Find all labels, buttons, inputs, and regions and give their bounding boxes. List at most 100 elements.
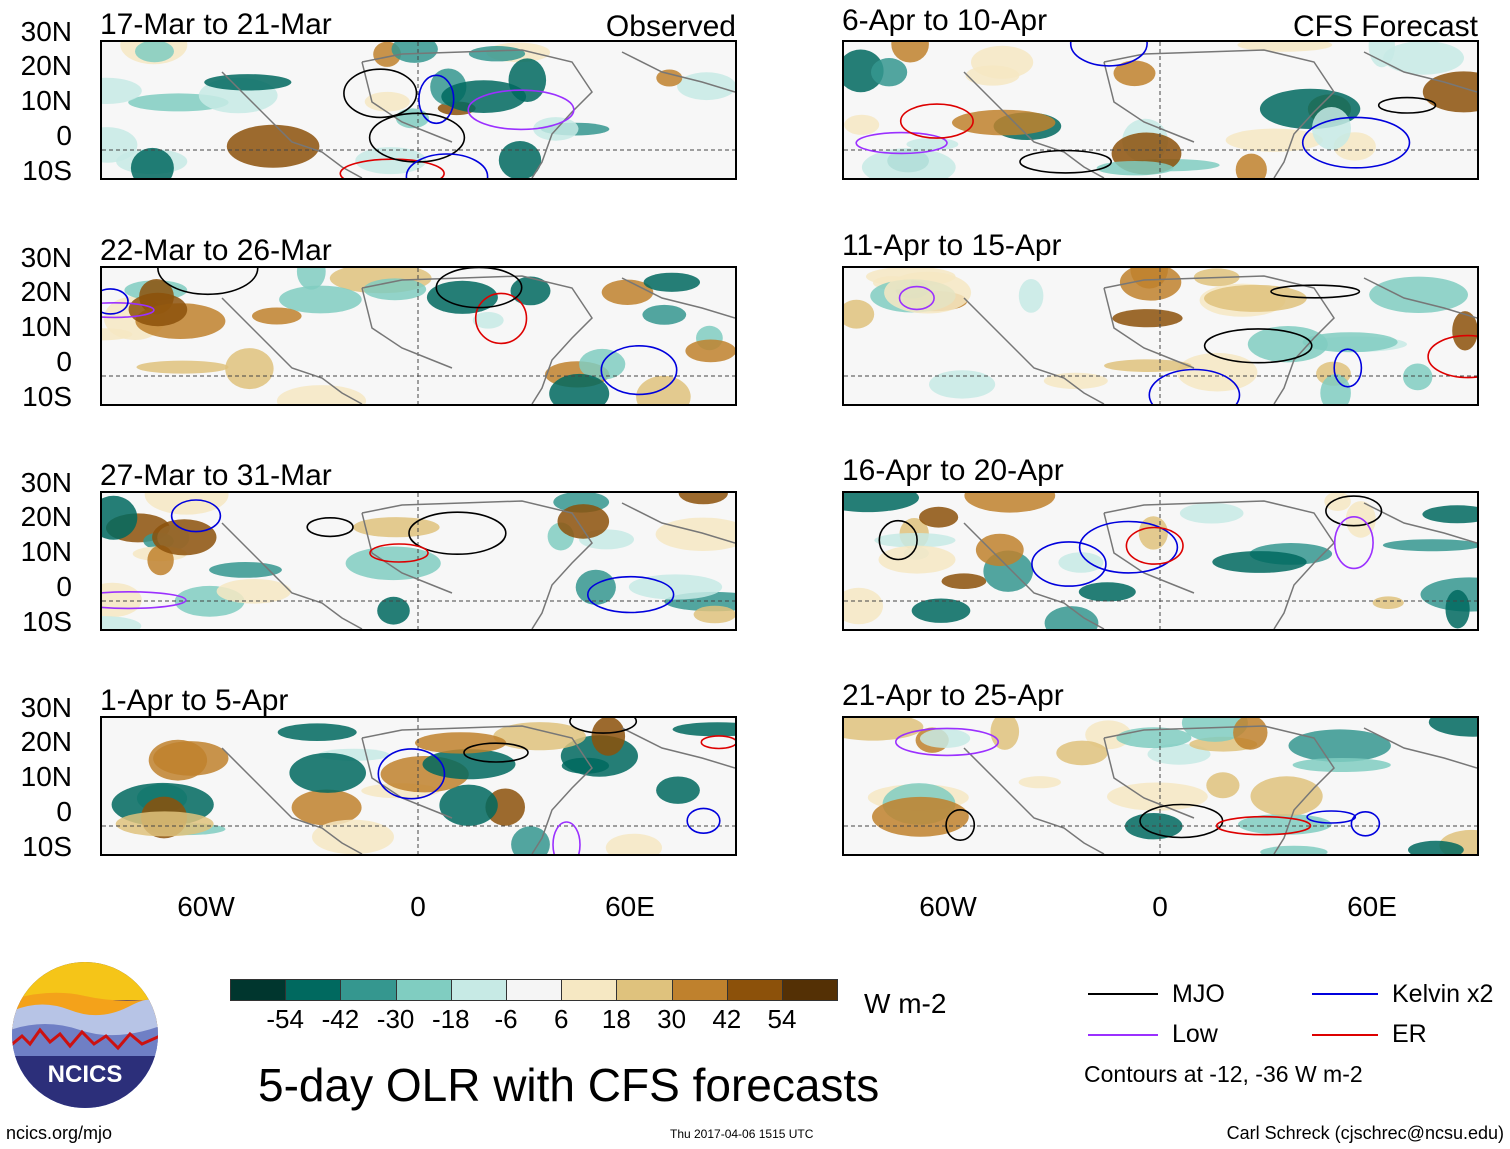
olr-map xyxy=(100,266,737,406)
olr-anomaly-blob xyxy=(277,723,357,741)
olr-anomaly-blob xyxy=(871,58,908,87)
olr-map xyxy=(842,266,1479,406)
olr-anomaly-blob xyxy=(1056,740,1108,766)
olr-anomaly-blob xyxy=(975,533,1024,567)
olr-map xyxy=(100,40,737,180)
olr-anomaly-blob xyxy=(964,493,1056,513)
olr-anomaly-blob xyxy=(844,299,875,329)
olr-anomaly-blob xyxy=(1452,311,1477,351)
olr-anomaly-blob xyxy=(1369,276,1468,313)
olr-anomaly-blob xyxy=(1078,582,1136,602)
panel-title: 27-Mar to 31-Mar xyxy=(100,459,332,492)
wave-contour xyxy=(700,735,735,750)
panel-title: 11-Apr to 15-Apr xyxy=(842,229,1062,262)
wave-contour xyxy=(157,268,259,296)
olr-anomaly-blob xyxy=(204,74,292,91)
panel-title: 16-Apr to 20-Apr xyxy=(842,454,1064,487)
olr-anomaly-blob xyxy=(395,108,429,129)
olr-anomaly-blob xyxy=(439,784,498,826)
olr-anomaly-blob xyxy=(844,49,884,93)
olr-anomaly-blob xyxy=(561,757,610,774)
logo-text: NCICS xyxy=(48,1061,123,1088)
wave-contour xyxy=(1031,541,1107,587)
olr-anomaly-blob xyxy=(1237,42,1333,52)
wave-contour xyxy=(369,543,429,563)
wave-contour xyxy=(1270,284,1361,299)
olr-anomaly-blob xyxy=(1324,493,1351,511)
footer-credit: Carl Schreck (cjschrec@ncsu.edu) xyxy=(1226,1123,1504,1143)
wave-contour xyxy=(1215,815,1312,836)
lat-label: 0 xyxy=(56,120,72,151)
lat-label: 20N xyxy=(20,276,72,307)
wave-contour xyxy=(343,68,418,119)
olr-anomaly-blob xyxy=(655,517,735,551)
olr-map xyxy=(100,491,737,631)
olr-map xyxy=(842,40,1479,180)
olr-anomaly-blob xyxy=(1368,42,1395,68)
olr-anomaly-blob xyxy=(102,495,138,540)
wave-contour xyxy=(463,742,529,763)
olr-anomaly-blob xyxy=(1403,363,1433,391)
wave-contour xyxy=(898,285,935,311)
olr-anomaly-blob xyxy=(656,776,700,804)
lon-label: 60E xyxy=(1347,891,1397,922)
olr-anomaly-blob xyxy=(468,46,526,62)
wave-contour xyxy=(1125,526,1184,565)
wave-contour xyxy=(1069,42,1148,67)
olr-anomaly-blob xyxy=(511,826,550,854)
footer-url[interactable]: ncics.org/mjo xyxy=(6,1123,113,1143)
observed-label: Observed xyxy=(605,10,736,43)
olr-anomaly-blob xyxy=(209,562,282,578)
panel-forecast-1 xyxy=(742,40,1479,184)
olr-field xyxy=(102,42,735,178)
olr-anomaly-blob xyxy=(312,819,394,854)
olr-anomaly-blob xyxy=(291,789,362,826)
wave-contour xyxy=(102,288,129,315)
wave-contour xyxy=(1019,149,1112,174)
legend-line-low xyxy=(1088,1034,1158,1036)
olr-anomaly-blob xyxy=(672,722,735,737)
olr-anomaly-blob xyxy=(1235,153,1267,178)
olr-field xyxy=(102,718,735,854)
lat-label: 0 xyxy=(56,796,72,827)
wave-contour xyxy=(418,74,455,125)
wave-contour xyxy=(467,89,575,131)
wave-contour xyxy=(1203,328,1313,364)
olr-anomaly-blob xyxy=(1320,374,1351,404)
lat-label: 10S xyxy=(22,381,72,412)
olr-anomaly-blob xyxy=(844,587,883,625)
olr-anomaly-blob xyxy=(1058,552,1104,573)
olr-anomaly-blob xyxy=(591,718,626,756)
olr-anomaly-blob xyxy=(1179,502,1244,524)
panel-title: 6-Apr to 10-Apr xyxy=(842,4,1048,37)
olr-anomaly-blob xyxy=(1372,596,1404,609)
colorbar-tick: -30 xyxy=(376,1004,415,1034)
olr-anomaly-blob xyxy=(878,545,956,574)
olr-anomaly-blob xyxy=(861,148,956,178)
olr-field xyxy=(844,493,1477,629)
olr-anomaly-blob xyxy=(472,312,504,329)
olr-anomaly-blob xyxy=(636,375,691,404)
wave-contour xyxy=(102,302,155,319)
olr-anomaly-blob xyxy=(296,268,326,290)
wave-contour xyxy=(1301,116,1411,169)
olr-anomaly-blob xyxy=(102,127,138,163)
olr-anomaly-blob xyxy=(144,493,229,515)
colorbar-swatch xyxy=(506,979,563,1001)
olr-anomaly-blob xyxy=(102,582,142,618)
olr-anomaly-blob xyxy=(1345,501,1376,538)
lat-label: 0 xyxy=(56,346,72,377)
legend-line-kelvin xyxy=(1312,993,1378,995)
wave-contour xyxy=(1306,810,1357,824)
olr-anomaly-blob xyxy=(1112,309,1183,328)
olr-anomaly-blob xyxy=(891,42,929,63)
wave-contour xyxy=(435,268,523,309)
olr-anomaly-blob xyxy=(919,506,959,528)
olr-anomaly-blob xyxy=(1096,161,1174,176)
legend-label: ER xyxy=(1392,1020,1427,1048)
olr-anomaly-blob xyxy=(1113,60,1156,87)
olr-anomaly-blob xyxy=(971,45,1034,79)
wave-contour xyxy=(894,727,1000,757)
lat-label: 30N xyxy=(20,692,72,723)
olr-anomaly-blob xyxy=(929,370,996,399)
